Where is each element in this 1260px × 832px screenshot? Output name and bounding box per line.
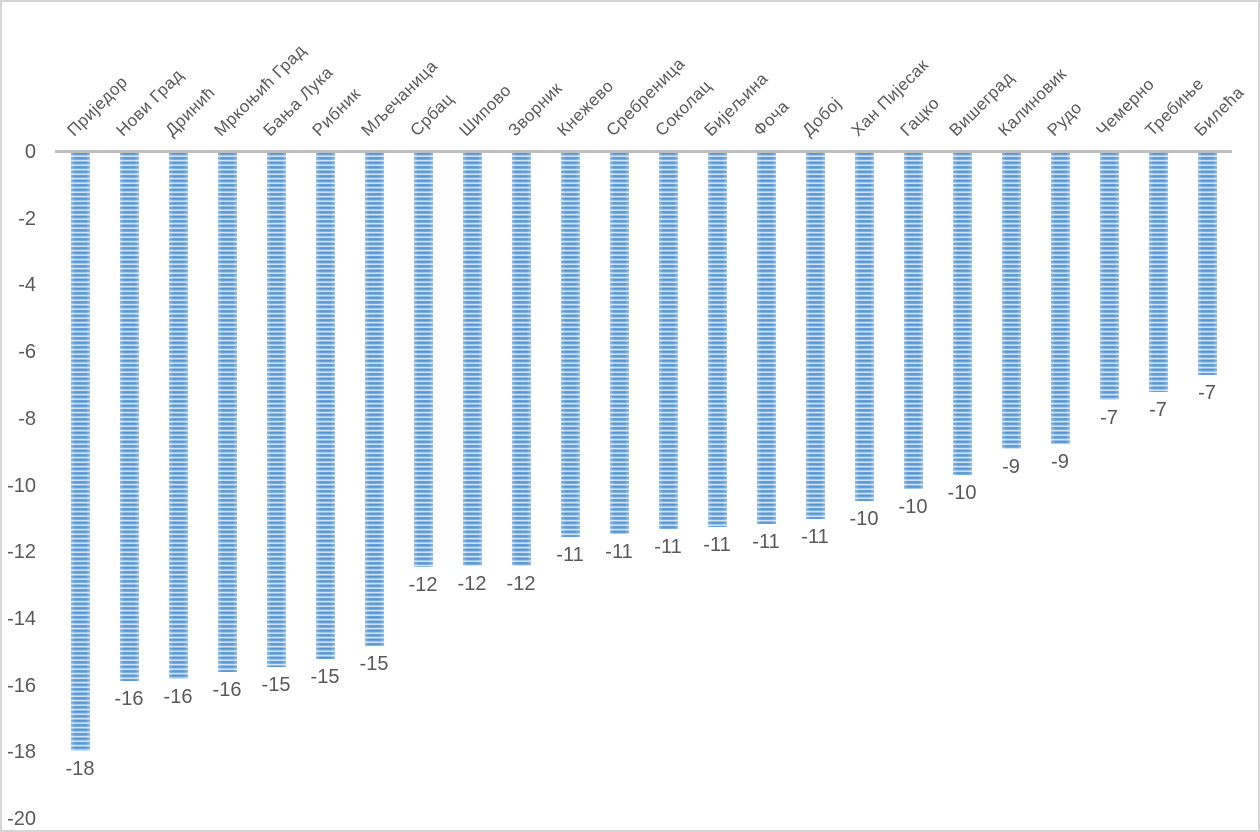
bar-value-label: -16 — [114, 687, 144, 710]
bar-value-label: -7 — [1149, 399, 1167, 422]
bar — [511, 153, 531, 566]
bar-value-label: -10 — [849, 507, 879, 530]
bar-value-label: -9 — [1002, 455, 1020, 478]
bar — [168, 153, 188, 679]
y-tick-label: -4 — [18, 274, 36, 297]
y-tick-label: -14 — [7, 607, 36, 630]
bar-value-label: -7 — [1198, 382, 1216, 405]
bar — [462, 153, 482, 566]
y-tick-label: -10 — [7, 474, 36, 497]
bar — [952, 153, 972, 476]
bar-value-label: -16 — [163, 685, 193, 708]
bar — [119, 153, 139, 681]
bar — [658, 153, 678, 529]
bar — [70, 153, 90, 751]
bar — [805, 153, 825, 519]
bar-value-label: -11 — [752, 530, 780, 553]
y-tick-label: -6 — [18, 341, 36, 364]
bar — [560, 153, 580, 538]
bar-value-label: -12 — [457, 572, 487, 595]
bar — [1099, 153, 1119, 401]
bar-value-label: -11 — [654, 535, 682, 558]
bar-value-label: -10 — [898, 495, 928, 518]
bar-value-label: -12 — [408, 574, 438, 597]
category-label: Добој — [798, 93, 845, 140]
bar-value-label: -12 — [506, 572, 536, 595]
y-tick-label: -2 — [18, 207, 36, 230]
bar-value-label: -11 — [703, 534, 731, 557]
bar — [364, 153, 384, 646]
bar — [903, 153, 923, 489]
bar — [315, 153, 335, 659]
bar — [266, 153, 286, 668]
bar — [609, 153, 629, 534]
category-label: Гацко — [896, 93, 944, 140]
bar-value-label: -11 — [556, 544, 584, 567]
category-label: Шипово — [455, 80, 515, 140]
bar-value-label: -15 — [261, 674, 291, 697]
y-tick-label: -16 — [7, 674, 36, 697]
bar-value-label: -10 — [947, 482, 977, 505]
bar-value-label: -15 — [310, 665, 340, 688]
bar — [1001, 153, 1021, 449]
bar-value-label: -11 — [801, 525, 829, 548]
bar — [756, 153, 776, 524]
category-label: Фоча — [749, 96, 793, 140]
bar-value-label: -7 — [1100, 407, 1118, 430]
category-label: Србац — [406, 89, 458, 140]
bar — [1050, 153, 1070, 444]
y-tick-label: -8 — [18, 407, 36, 430]
bar-value-label: -9 — [1051, 450, 1069, 473]
bar — [413, 153, 433, 568]
category-label: Зворник — [504, 78, 566, 140]
bar — [707, 153, 727, 528]
y-tick-label: 0 — [24, 141, 36, 163]
y-tick-label: -18 — [7, 741, 36, 764]
y-tick-label: -12 — [7, 541, 36, 564]
x-axis-line — [55, 149, 1232, 153]
bar-value-label: -11 — [605, 540, 633, 563]
bar-value-label: -16 — [212, 679, 242, 702]
bar — [854, 153, 874, 501]
bar-value-label: -15 — [359, 652, 389, 675]
y-tick-label: -20 — [7, 808, 36, 830]
bar — [1197, 153, 1217, 376]
category-label: Рудо — [1043, 97, 1086, 140]
bar — [217, 153, 237, 673]
bar — [1148, 153, 1168, 393]
bar-value-label: -18 — [65, 757, 95, 780]
